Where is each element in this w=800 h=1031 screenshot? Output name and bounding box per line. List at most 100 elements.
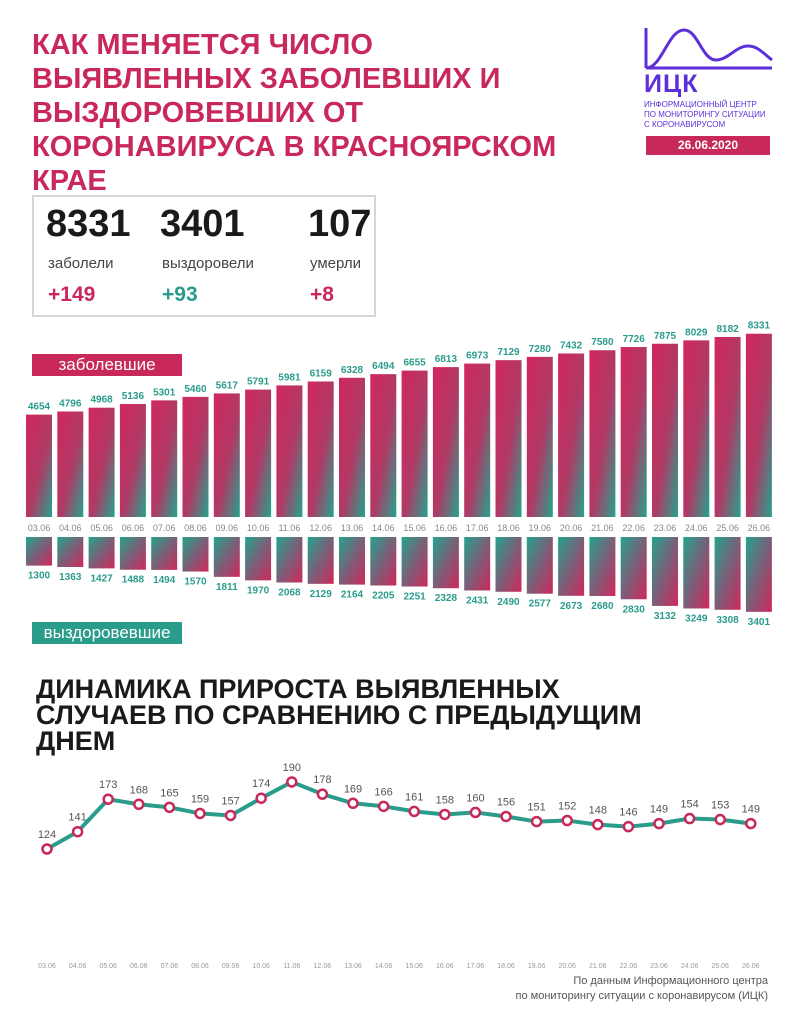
bar-label-infected: 4654 [28,402,51,413]
bar-infected [339,377,365,517]
growth-tick-label: 08.06 [191,963,209,970]
growth-tick-label: 20.06 [558,963,576,970]
growth-value-label: 149 [742,804,760,816]
growth-value-label: 190 [283,762,301,774]
bar-label-infected: 5460 [184,384,207,395]
growth-tick-label: 10.06 [252,963,270,970]
bar-label-recovered: 1494 [153,575,176,586]
bar-tick-label: 11.06 [278,523,300,533]
growth-point [592,818,604,831]
bar-label-recovered: 2577 [529,599,552,610]
bar-label-recovered: 1570 [184,577,207,588]
bar-infected [745,333,772,517]
bar-tick-label: 06.06 [122,523,145,533]
legend-recovered: выздоровевшие [32,622,182,644]
growth-value-label: 146 [619,807,637,819]
bar-recovered [526,537,553,594]
bar-tick-label: 20.06 [560,523,583,533]
growth-tick-label: 21.06 [589,963,607,970]
bar-label-infected: 5981 [278,372,301,383]
bar-recovered [276,537,303,583]
growth-value-label: 154 [680,799,698,811]
source-line: По данным Информационного центра [573,975,768,987]
bar-label-recovered: 2673 [560,601,583,612]
growth-point [408,805,420,818]
growth-value-label: 158 [436,794,454,806]
bar-label-recovered: 2490 [497,597,520,608]
growth-tick-label: 07.06 [161,963,179,970]
bar-label-recovered: 3308 [716,615,739,626]
growth-value-label: 168 [130,784,148,796]
bar-infected [526,356,553,517]
growth-value-label: 153 [711,800,729,812]
bar-recovered [182,537,209,572]
growth-value-label: 152 [558,801,576,813]
growth-value-label: 141 [68,812,86,824]
growth-point [102,793,114,805]
bar-label-recovered: 1970 [247,585,270,596]
stat-value: 3401 [160,203,245,245]
growth-point [469,806,482,819]
bar-tick-label: 26.06 [748,523,771,533]
bar-label-infected: 7875 [654,331,677,342]
bar-label-infected: 7580 [591,337,614,348]
bar-recovered [26,537,52,566]
bar-recovered [307,537,334,584]
logo-subtitle-line: С КОРОНАВИРУСОМ [644,120,726,129]
bar-infected [558,353,585,517]
growth-point [622,820,635,833]
growth-point [377,800,390,813]
bar-infected [683,340,710,517]
bar-infected [213,393,240,517]
bar-label-recovered: 2164 [341,590,364,601]
bar-tick-label: 05.06 [90,523,113,533]
line-chart-title: ДИНАМИКА ПРИРОСТА ВЫЯВЛЕННЫХ СЛУЧАЕВ ПО … [36,674,642,756]
bar-recovered [432,537,459,589]
bar-label-recovered: 2680 [591,601,614,612]
growth-value-label: 124 [38,829,56,841]
growth-point [745,817,757,830]
growth-point [561,814,573,827]
growth-point [714,813,726,826]
growth-tick-label: 22.06 [620,963,638,970]
bar-label-infected: 6655 [403,358,426,369]
bar-recovered [589,537,616,596]
growth-value-label: 178 [313,774,331,786]
growth-value-label: 157 [221,795,239,807]
bar-recovered [401,537,428,587]
bar-infected [245,389,272,517]
bar-label-infected: 5791 [247,377,270,388]
growth-tick-label: 24.06 [681,963,699,970]
bar-infected [88,407,115,517]
bar-label-recovered: 3132 [654,611,677,622]
bar-infected [276,385,303,517]
bar-infected [589,350,616,517]
bar-label-recovered: 1488 [122,575,145,586]
bar-label-infected: 8331 [748,321,771,332]
growth-value-label: 165 [160,787,178,799]
bar-label-infected: 7280 [529,344,552,355]
growth-tick-label: 03.06 [38,963,56,970]
growth-value-label: 159 [191,793,209,805]
bar-label-recovered: 1811 [216,582,238,593]
growth-point [194,807,206,820]
logo-subtitle-line: ИНФОРМАЦИОННЫЙ ЦЕНТР [644,100,757,109]
bar-recovered [88,537,115,569]
growth-tick-label: 23.06 [650,963,668,970]
bar-recovered [370,537,397,586]
bar-tick-label: 22.06 [622,523,645,533]
bar-infected [26,414,52,517]
growth-tick-label: 26.06 [742,963,760,970]
logo-abbreviation: ИЦК [644,70,699,98]
bar-tick-label: 15.06 [403,523,426,533]
growth-value-label: 151 [527,802,545,814]
growth-tick-label: 11.06 [283,963,300,970]
bar-label-infected: 4796 [59,398,82,409]
bar-infected [119,404,146,517]
growth-point [255,792,267,804]
growth-tick-label: 12.06 [314,963,332,970]
bar-recovered [714,537,741,610]
growth-tick-label: 19.06 [528,963,546,970]
source-note: По данным Информационного центра по мони… [516,974,768,1004]
